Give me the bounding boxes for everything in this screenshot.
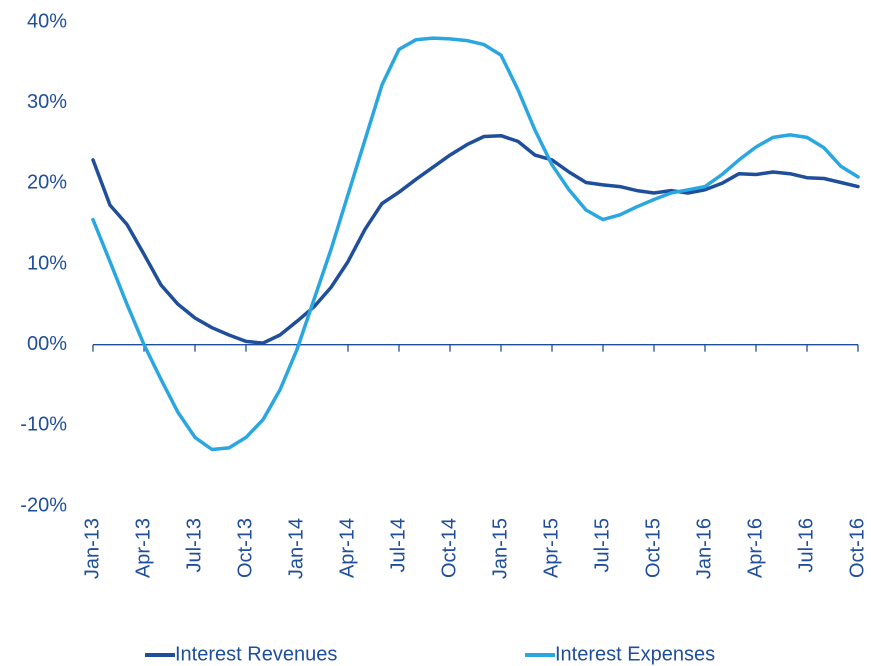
x-tick-label: Oct-16 bbox=[846, 518, 868, 578]
x-tick-label: Jan-15 bbox=[489, 518, 511, 579]
y-tick-label: 40% bbox=[27, 10, 67, 32]
x-tick-label: Jul-14 bbox=[387, 518, 409, 572]
y-tick-label: 00% bbox=[27, 333, 67, 355]
y-tick-label: 30% bbox=[27, 91, 67, 113]
x-tick-label: Oct-14 bbox=[438, 518, 460, 578]
y-tick-label: 20% bbox=[27, 172, 67, 194]
x-tick-label: Jul-13 bbox=[183, 518, 205, 572]
y-tick-label: -20% bbox=[20, 494, 67, 516]
legend-label: Interest Revenues bbox=[175, 643, 337, 665]
x-tick-label: Jan-13 bbox=[81, 518, 103, 579]
x-tick-label: Jan-16 bbox=[693, 518, 715, 579]
x-tick-label: Apr-15 bbox=[540, 518, 562, 578]
x-tick-label: Jul-15 bbox=[591, 518, 613, 572]
x-tick-label: Oct-13 bbox=[234, 518, 256, 578]
x-tick-label: Jul-16 bbox=[795, 518, 817, 572]
x-tick-label: Apr-13 bbox=[132, 518, 154, 578]
series-line bbox=[91, 133, 860, 345]
y-tick-label: 10% bbox=[27, 252, 67, 274]
series-line bbox=[91, 36, 860, 452]
y-tick-label: -10% bbox=[20, 414, 67, 436]
x-tick-label: Apr-14 bbox=[336, 518, 358, 578]
legend-label: Interest Expenses bbox=[555, 643, 715, 665]
x-tick-label: Jan-14 bbox=[285, 518, 307, 579]
x-tick-label: Oct-15 bbox=[642, 518, 664, 578]
x-tick-label: Apr-16 bbox=[744, 518, 766, 578]
